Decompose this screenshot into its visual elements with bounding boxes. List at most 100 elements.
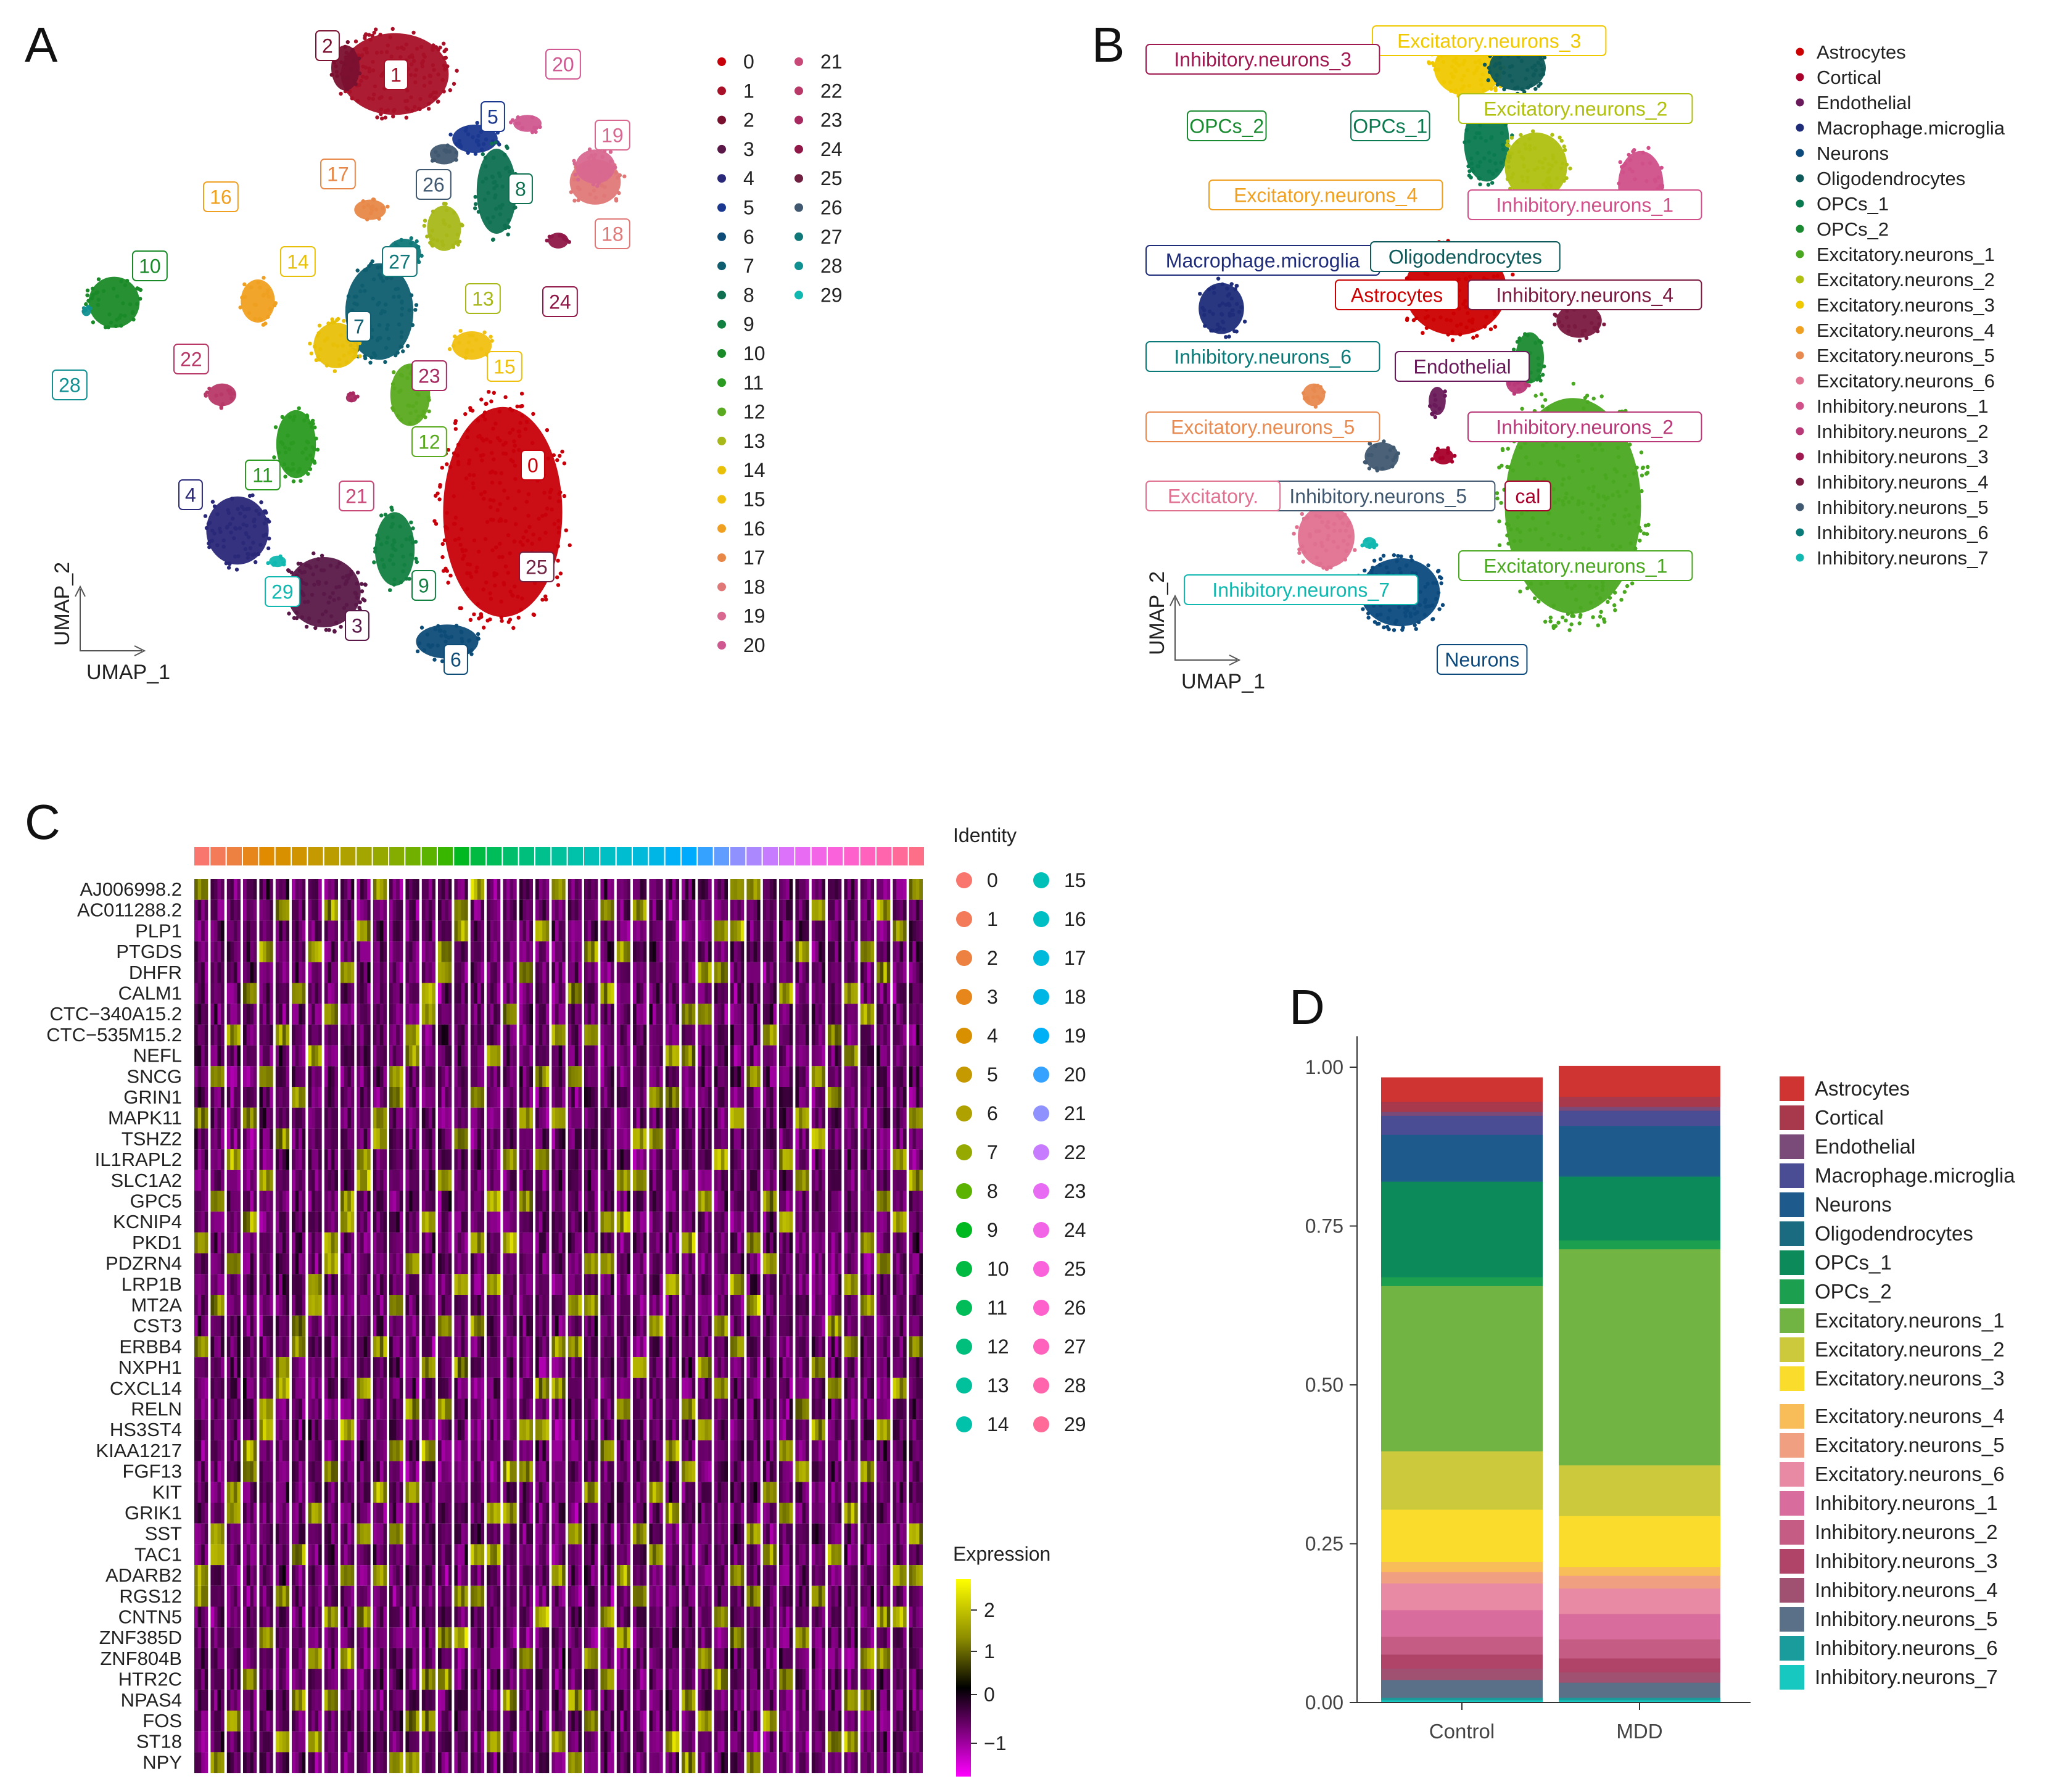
heatmap-cell xyxy=(286,1149,290,1170)
celltype-Excitatory.neurons_6-dot xyxy=(1347,521,1351,525)
heatmap-cell xyxy=(318,1170,323,1191)
cluster-3-dot xyxy=(353,590,357,595)
celltype-Astrocytes-dot xyxy=(1448,318,1453,323)
heatmap-cell xyxy=(282,1066,286,1087)
cluster-4-dot xyxy=(234,526,238,531)
cluster-9-dot xyxy=(375,533,379,538)
celltype-Macrophage.microglia-dot xyxy=(1228,303,1232,307)
cluster-4-dot xyxy=(227,561,231,566)
cluster-15-dot xyxy=(471,333,475,338)
heatmap-cell xyxy=(383,1461,387,1482)
heatmap-cell xyxy=(318,1274,323,1295)
heatmap-cell xyxy=(243,1274,247,1295)
heatmap-cell xyxy=(250,1648,254,1669)
celltype-Endothelial-dot xyxy=(1443,394,1447,398)
celltype-Excitatory.neurons_6-dot xyxy=(1345,542,1350,547)
heatmap-cell xyxy=(399,899,403,921)
cluster-1-dot xyxy=(426,107,431,111)
heatmap-cell xyxy=(197,1731,202,1753)
heatmap-cell xyxy=(399,1107,403,1129)
heatmap-cell xyxy=(282,1690,286,1711)
heatmap-cell xyxy=(399,1440,403,1461)
cluster-11-dot xyxy=(289,468,293,473)
cluster-5-dot xyxy=(476,134,481,138)
celltype-Excitatory.neurons_2-dot xyxy=(1546,162,1551,167)
heatmap-cell xyxy=(331,1482,335,1503)
heatmap-cell xyxy=(217,1066,221,1087)
heatmap-cell xyxy=(315,1066,319,1087)
heatmap-cell xyxy=(282,962,286,983)
heatmap-cell xyxy=(230,1585,234,1607)
cluster-0-dot xyxy=(452,451,456,456)
identity-bar-11 xyxy=(373,847,388,865)
heatmap-cell xyxy=(340,1585,345,1607)
heatmap-cell xyxy=(221,1503,225,1524)
heatmap-cell xyxy=(347,1731,352,1753)
heatmap-cell xyxy=(344,1128,348,1150)
heatmap-cell xyxy=(367,879,371,900)
heatmap-cell xyxy=(379,1128,384,1150)
heatmap-cell xyxy=(237,1212,241,1233)
celltype-Excitatory.neurons_1-dot xyxy=(1577,621,1582,626)
heatmap-cell xyxy=(331,1128,335,1150)
heatmap-cell xyxy=(340,1482,345,1503)
cluster-0-dot xyxy=(544,597,548,601)
celltype-Inhibitory.neurons_4-dot xyxy=(1553,312,1557,317)
cluster-3-dot xyxy=(300,615,305,619)
heatmap-cell xyxy=(396,1482,400,1503)
heatmap-cell xyxy=(226,1336,231,1358)
cluster-3-dot xyxy=(322,592,326,597)
heatmap-cell xyxy=(315,1170,319,1191)
cluster-14-dot xyxy=(317,357,321,362)
heatmap-cell xyxy=(408,941,413,962)
heatmap-cell xyxy=(357,1482,361,1503)
cluster-0-dot xyxy=(556,544,560,548)
heatmap-cell xyxy=(396,1690,400,1711)
celltype-Excitatory.neurons_1-dot xyxy=(1597,516,1602,521)
cluster-0-dot xyxy=(508,617,513,622)
cluster-0-dot xyxy=(542,490,547,495)
legend-a-dot-5 xyxy=(717,203,726,212)
heatmap-cell xyxy=(279,1398,283,1420)
heatmap-cell xyxy=(299,1253,303,1274)
heatmap-cell xyxy=(299,1149,303,1170)
heatmap-cell xyxy=(286,1503,290,1524)
heatmap-cell xyxy=(282,1357,286,1378)
heatmap-cell xyxy=(389,1024,394,1046)
heatmap-cell xyxy=(204,1440,208,1461)
heatmap-cell xyxy=(373,1107,377,1129)
heatmap-cell xyxy=(340,879,345,900)
legend-a-label-13: 13 xyxy=(743,430,765,452)
cluster-1-dot xyxy=(436,47,440,52)
cluster-11-dot xyxy=(292,415,297,419)
identity-bar-7 xyxy=(308,847,323,865)
heatmap-cell xyxy=(308,983,312,1004)
heatmap-cell xyxy=(204,1503,208,1524)
heatmap-cell xyxy=(350,1461,355,1482)
heatmap-cell xyxy=(279,1669,283,1690)
heatmap-cell xyxy=(331,1627,335,1648)
cluster-6-dot xyxy=(425,632,430,637)
cluster-28-dot xyxy=(81,309,86,313)
heatmap-cell xyxy=(340,1565,345,1586)
heatmap-cell xyxy=(279,1253,283,1274)
heatmap-cell xyxy=(302,1606,306,1628)
cluster-16-dot xyxy=(261,294,266,298)
cluster-0-dot xyxy=(513,539,517,543)
cluster-15-dot xyxy=(482,330,487,334)
cluster-3-dot xyxy=(304,624,309,629)
celltype-Excitatory.neurons_2-dot xyxy=(1525,180,1530,184)
heatmap-cell xyxy=(292,1253,296,1274)
cluster-3-dot xyxy=(302,593,306,598)
heatmap-cell xyxy=(389,1523,394,1545)
heatmap-cell xyxy=(376,1711,381,1732)
heatmap-cell xyxy=(282,1377,286,1399)
cluster-label-17-box xyxy=(320,159,356,189)
cluster-0-dot xyxy=(498,438,502,443)
heatmap-cell xyxy=(246,962,250,983)
cluster-label-19-box xyxy=(595,120,630,151)
heatmap-cell xyxy=(379,1461,384,1482)
cluster-0-dot xyxy=(556,526,561,530)
cluster-18-dot xyxy=(614,197,619,201)
heatmap-cell xyxy=(392,899,397,921)
